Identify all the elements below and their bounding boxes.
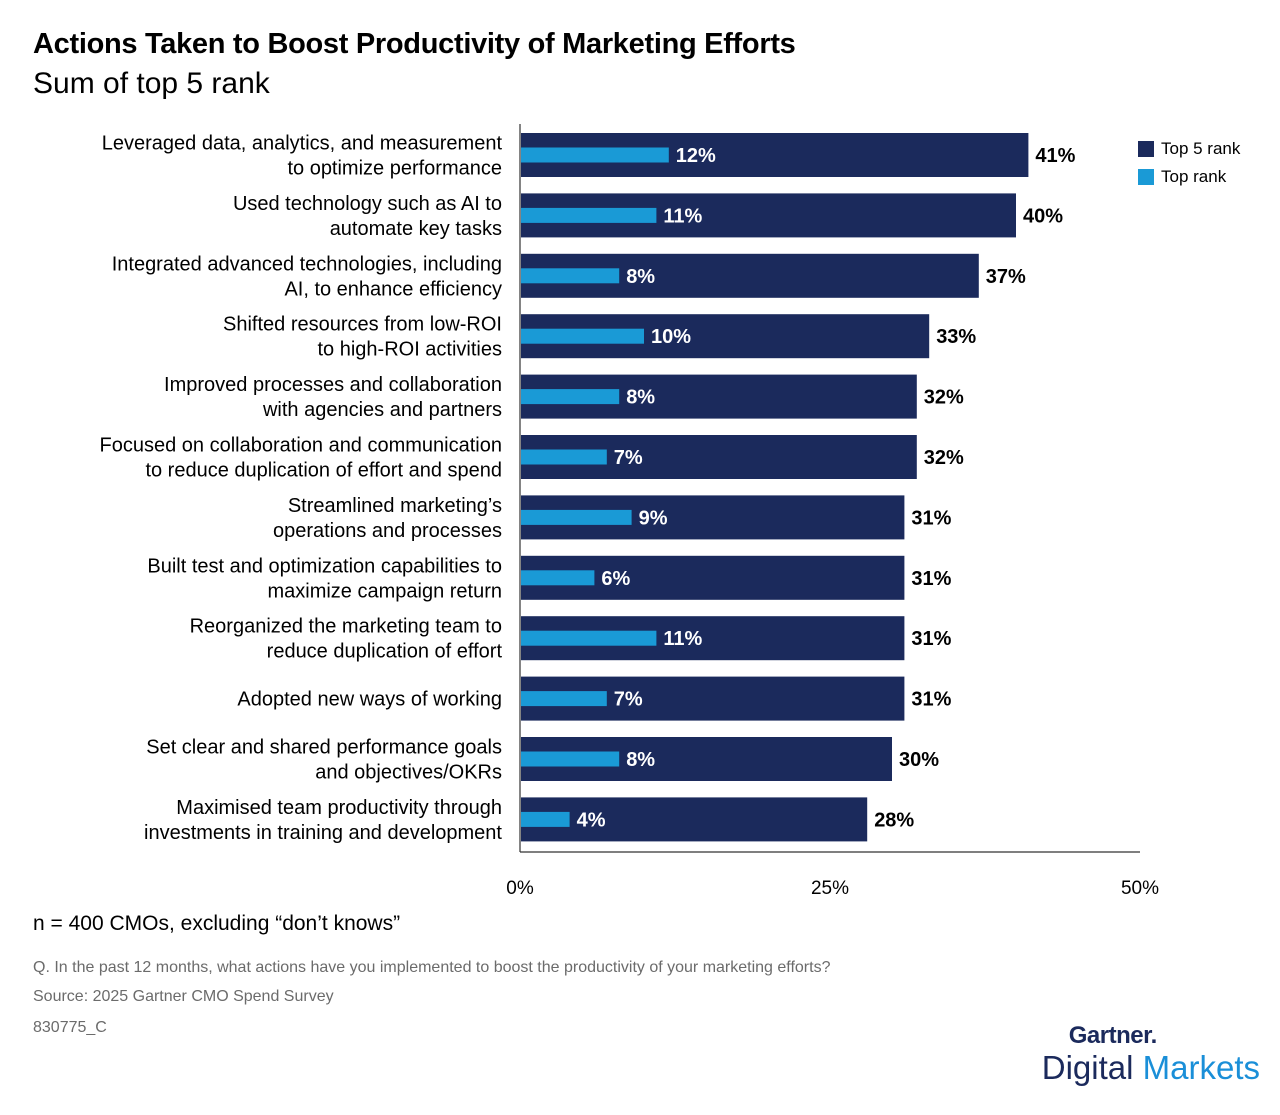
bar-top-rank-value-label: 6% xyxy=(601,568,630,590)
bar-top5-value-label: 31% xyxy=(911,507,951,529)
category-label: Shifted resources from low-ROI xyxy=(223,314,502,336)
bar-top5-value-label: 40% xyxy=(1023,205,1063,227)
bar-top-rank-value-label: 12% xyxy=(676,145,716,167)
category-label: Adopted new ways of working xyxy=(237,689,502,711)
category-label: automate key tasks xyxy=(330,218,502,240)
brand-markets: Markets xyxy=(1142,1049,1260,1086)
bar-top-rank-value-label: 8% xyxy=(626,387,655,409)
bar-top-rank-value-label: 7% xyxy=(614,447,643,469)
bar-top-rank xyxy=(521,509,632,525)
bar-top5-value-label: 37% xyxy=(986,266,1026,288)
legend-item-top: Top rank xyxy=(1138,163,1240,191)
bar-top-rank xyxy=(521,691,607,707)
legend-swatch-top xyxy=(1138,169,1154,185)
bar-top-rank-value-label: 11% xyxy=(663,205,702,227)
category-label: Built test and optimization capabilities… xyxy=(147,555,502,577)
category-label: AI, to enhance efficiency xyxy=(284,278,502,300)
bar-top-rank xyxy=(521,389,620,405)
category-label: operations and processes xyxy=(273,520,502,542)
bar-top-rank-value-label: 9% xyxy=(639,507,668,529)
brand-digital: Digital xyxy=(1041,1049,1134,1086)
bar-top-rank xyxy=(521,147,669,163)
category-label: investments in training and development xyxy=(144,822,502,844)
legend-swatch-top5 xyxy=(1138,141,1154,157)
bar-top5-value-label: 31% xyxy=(911,628,951,650)
bar-top-rank xyxy=(521,630,657,646)
brand-logo: Gartner. Digital Markets xyxy=(1042,1022,1260,1086)
bar-top5-value-label: 33% xyxy=(936,326,976,348)
brand-gartner: Gartner. xyxy=(1068,1022,1158,1049)
bar-top-rank xyxy=(521,449,607,465)
bar-top-rank-value-label: 11% xyxy=(663,628,702,650)
bar-top5-value-label: 32% xyxy=(924,387,964,409)
x-tick-label: 25% xyxy=(811,878,849,899)
bar-top5-value-label: 28% xyxy=(874,809,914,831)
bar-top5-value-label: 30% xyxy=(899,749,939,771)
source-note: Source: 2025 Gartner CMO Spend Survey xyxy=(33,988,334,1005)
chart-title: Actions Taken to Boost Productivity of M… xyxy=(33,28,796,60)
category-label: to high-ROI activities xyxy=(317,339,502,361)
category-label: to reduce duplication of effort and spen… xyxy=(145,460,502,482)
bar-top-rank xyxy=(521,751,620,767)
x-tick-label: 50% xyxy=(1121,878,1159,899)
survey-question: Q. In the past 12 months, what actions h… xyxy=(33,959,831,976)
legend-label-top5: Top 5 rank xyxy=(1161,139,1241,158)
brand-digital-markets: Digital Markets xyxy=(1042,1050,1260,1086)
bar-top-rank-value-label: 8% xyxy=(626,749,655,771)
bar-top-rank xyxy=(521,268,620,284)
bar-top-rank xyxy=(521,811,570,827)
bar-top-rank xyxy=(521,570,595,586)
category-label: Streamlined marketing’s xyxy=(288,495,502,517)
chart-subtitle: Sum of top 5 rank xyxy=(33,67,270,100)
category-label: Reorganized the marketing team to xyxy=(190,616,502,638)
bar-top5-value-label: 32% xyxy=(924,447,964,469)
category-label: maximize campaign return xyxy=(267,580,502,602)
sample-note: n = 400 CMOs, excluding “don’t knows” xyxy=(33,912,401,935)
legend-item-top5: Top 5 rank xyxy=(1138,135,1240,163)
bar-top5-rank xyxy=(521,797,868,842)
category-label: Integrated advanced technologies, includ… xyxy=(112,253,502,275)
category-label: with agencies and partners xyxy=(262,399,502,421)
category-label: Leveraged data, analytics, and measureme… xyxy=(102,133,503,155)
category-label: reduce duplication of effort xyxy=(267,641,503,663)
category-label: Used technology such as AI to xyxy=(233,193,502,215)
category-label: and objectives/OKRs xyxy=(315,762,502,784)
category-label: Set clear and shared performance goals xyxy=(146,737,502,759)
category-label: to optimize performance xyxy=(287,158,502,180)
bar-top-rank-value-label: 8% xyxy=(626,266,655,288)
bar-top-rank-value-label: 10% xyxy=(651,326,691,348)
bar-top-rank xyxy=(521,207,657,223)
bar-top5-value-label: 41% xyxy=(1035,145,1075,167)
category-label: Improved processes and collaboration xyxy=(164,374,502,396)
category-label: Maximised team productivity through xyxy=(176,797,502,819)
chart-code: 830775_C xyxy=(33,1019,107,1036)
bar-top-rank-value-label: 7% xyxy=(614,689,643,711)
bar-top5-value-label: 31% xyxy=(911,689,951,711)
category-label: Focused on collaboration and communicati… xyxy=(100,435,502,457)
bar-top-rank xyxy=(521,328,644,344)
bar-top5-value-label: 31% xyxy=(911,568,951,590)
bar-top-rank-value-label: 4% xyxy=(577,809,606,831)
chart-legend: Top 5 rank Top rank xyxy=(1138,135,1240,191)
x-tick-label: 0% xyxy=(506,878,534,899)
legend-label-top: Top rank xyxy=(1161,167,1227,186)
